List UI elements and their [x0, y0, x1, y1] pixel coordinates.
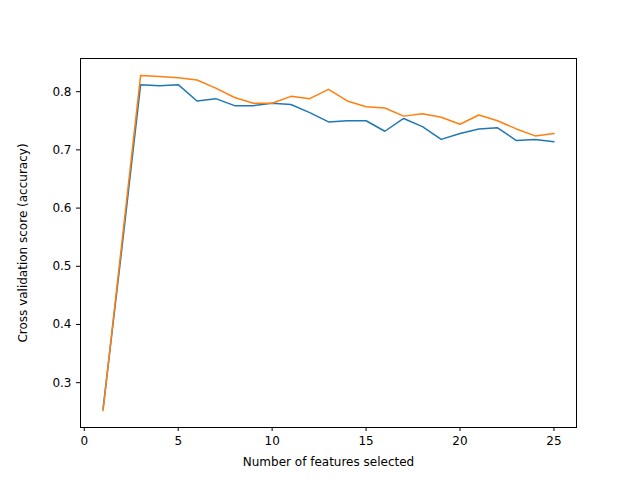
svg-text:0.7: 0.7 — [52, 143, 71, 157]
svg-text:10: 10 — [264, 434, 279, 448]
svg-text:0.6: 0.6 — [52, 201, 71, 215]
svg-text:0.5: 0.5 — [52, 259, 71, 273]
svg-text:Cross validation score (accura: Cross validation score (accuracy) — [16, 143, 30, 342]
svg-text:20: 20 — [452, 434, 467, 448]
svg-text:0.4: 0.4 — [52, 317, 71, 331]
svg-text:0.3: 0.3 — [52, 376, 71, 390]
svg-text:0: 0 — [80, 434, 88, 448]
svg-text:0.8: 0.8 — [52, 85, 71, 99]
svg-text:15: 15 — [358, 434, 373, 448]
svg-text:5: 5 — [174, 434, 182, 448]
svg-text:25: 25 — [546, 434, 561, 448]
svg-text:Number of features selected: Number of features selected — [243, 455, 414, 469]
